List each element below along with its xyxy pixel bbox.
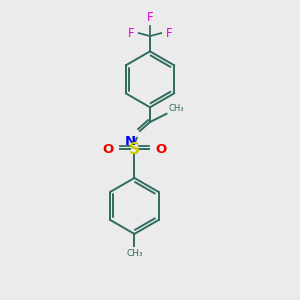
Text: CH₃: CH₃ — [168, 103, 184, 112]
Text: O: O — [103, 142, 114, 156]
Text: S: S — [129, 142, 140, 157]
Text: CH₃: CH₃ — [126, 249, 143, 258]
Text: F: F — [166, 27, 172, 40]
Text: O: O — [155, 142, 166, 156]
Text: N: N — [124, 135, 136, 148]
Text: F: F — [128, 27, 134, 40]
Text: F: F — [147, 11, 153, 24]
